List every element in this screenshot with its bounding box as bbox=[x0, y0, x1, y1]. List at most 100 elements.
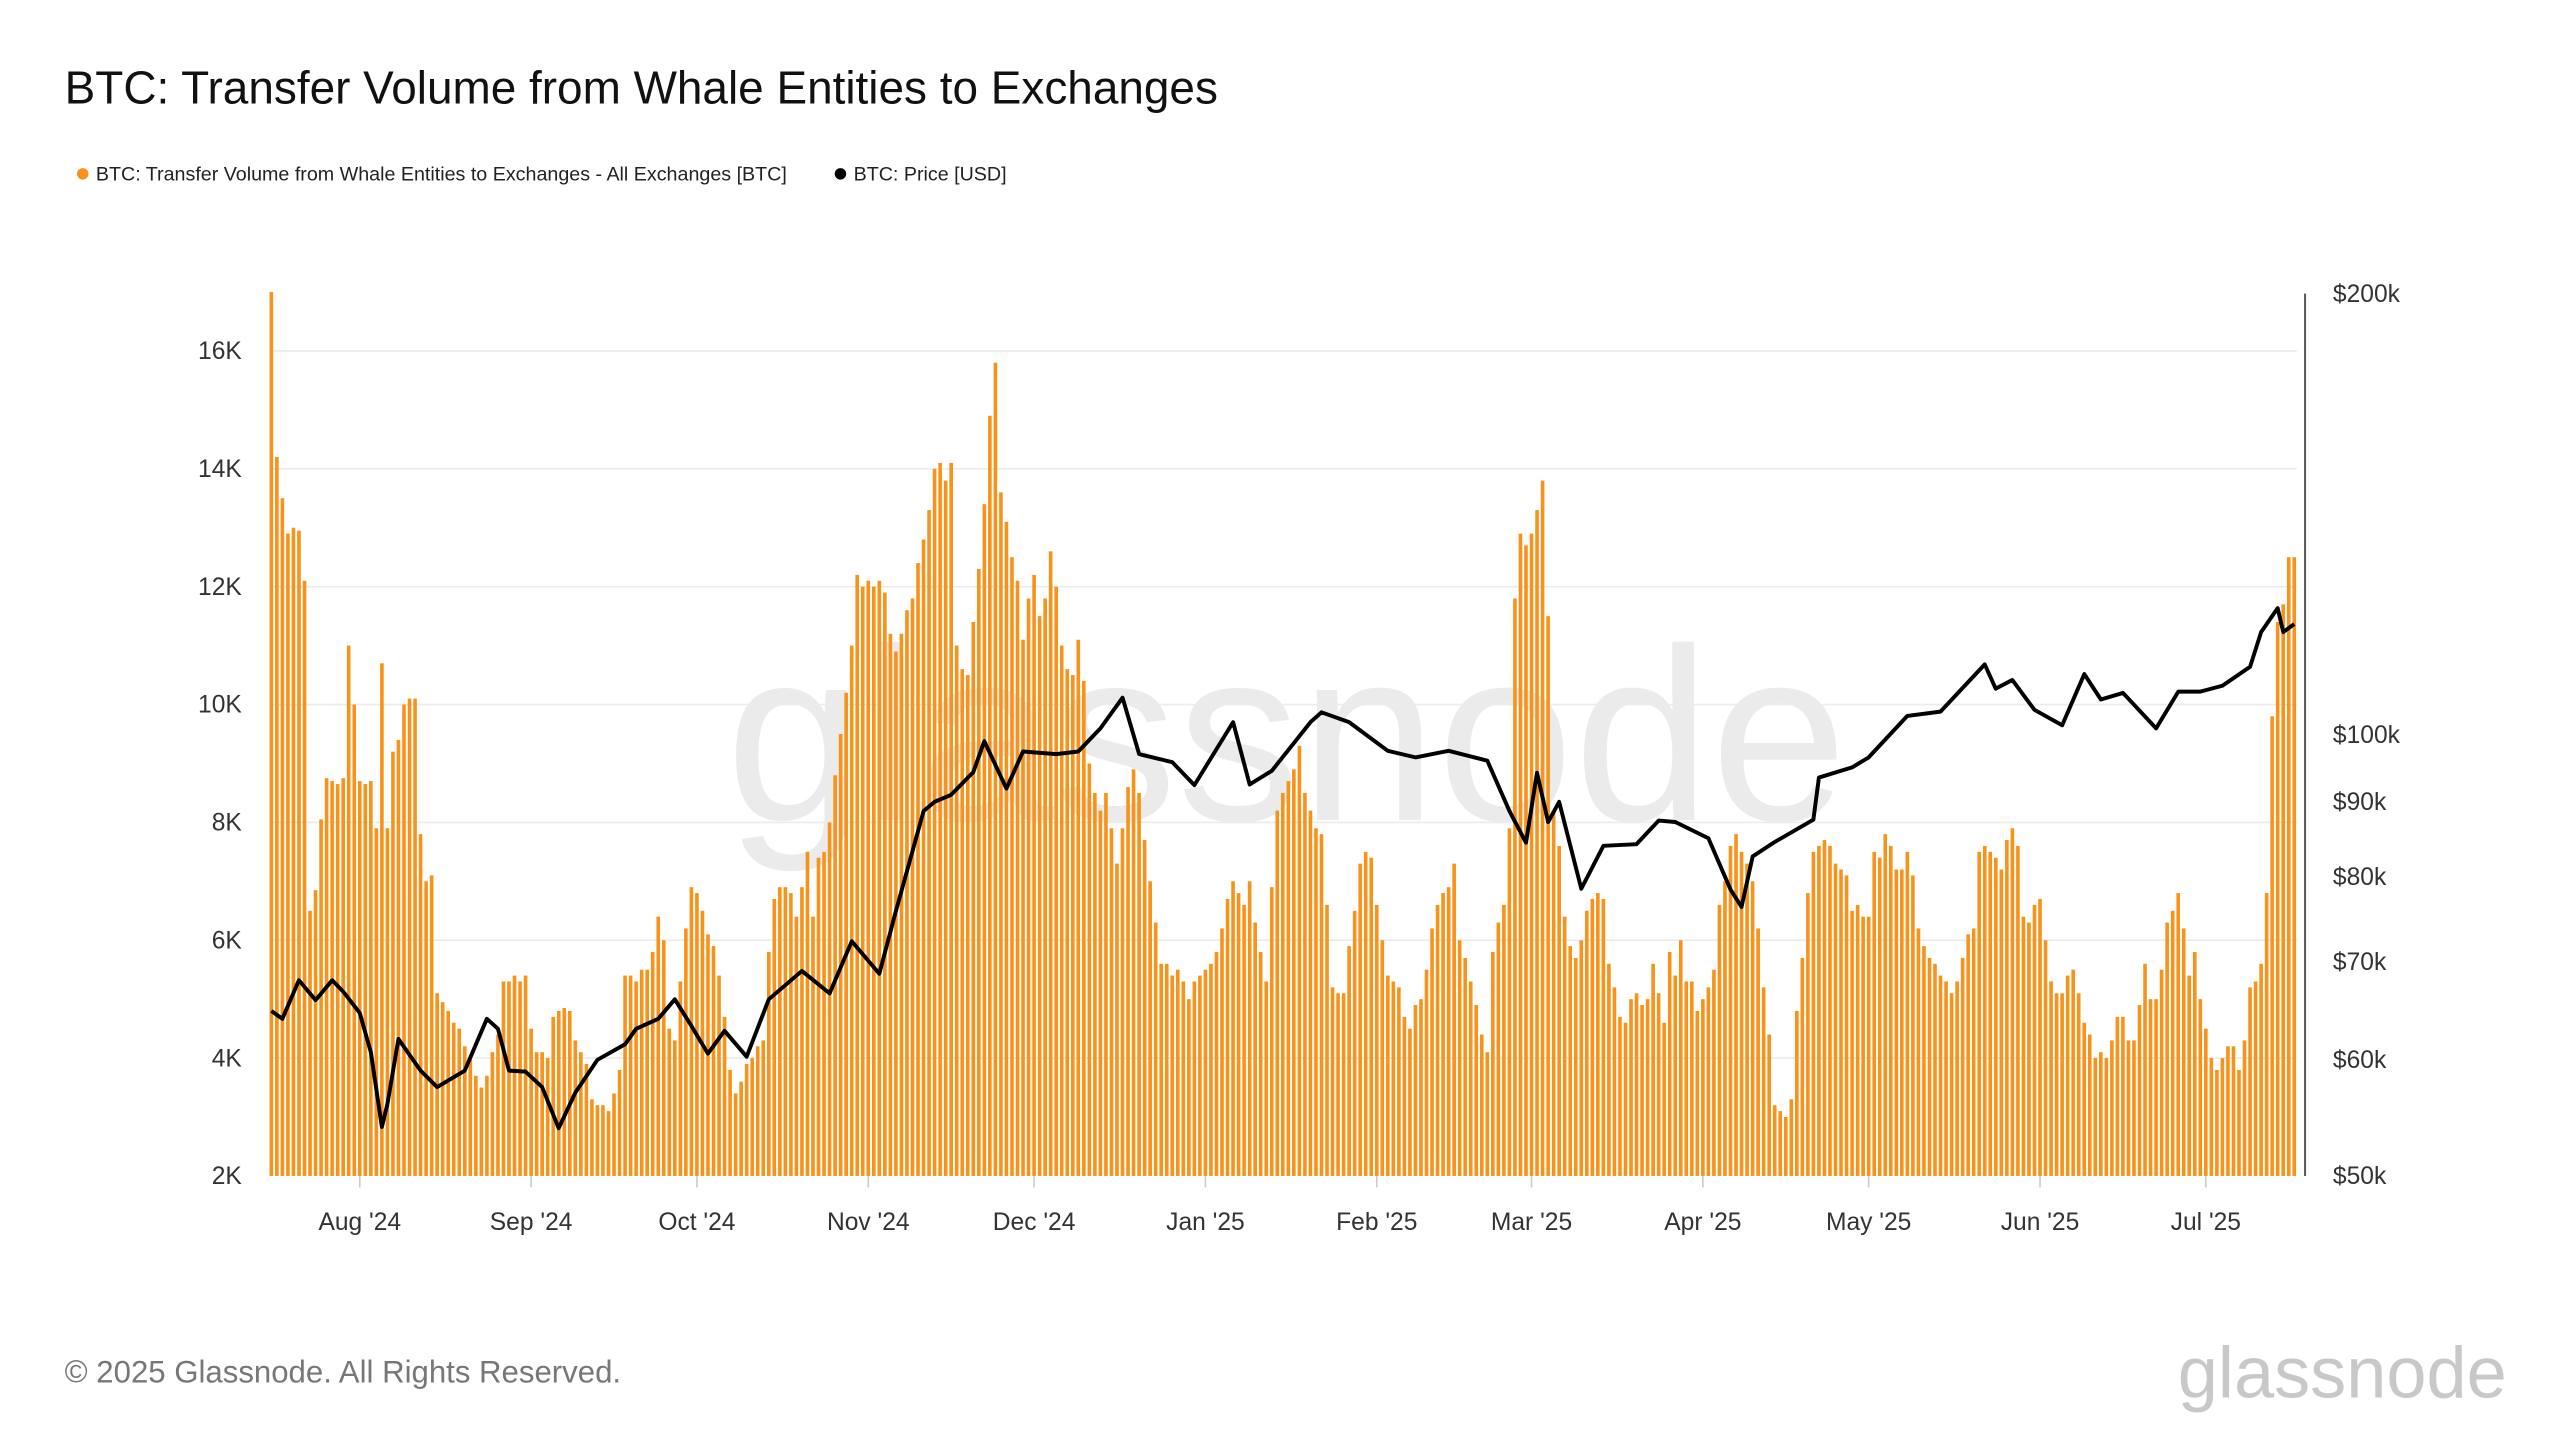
volume-bar bbox=[1247, 881, 1252, 1176]
volume-bar bbox=[2104, 1058, 2109, 1176]
volume-bar bbox=[1308, 810, 1313, 1176]
volume-bar bbox=[1430, 928, 1434, 1176]
volume-bar bbox=[2248, 987, 2252, 1176]
volume-bar bbox=[1264, 981, 1269, 1176]
volume-bar bbox=[1717, 904, 1722, 1176]
volume-bar bbox=[1960, 957, 1965, 1176]
volume-bar bbox=[2043, 940, 2048, 1176]
volume-bar bbox=[346, 645, 351, 1176]
volume-bar bbox=[1828, 845, 1832, 1176]
volume-bar bbox=[485, 1075, 489, 1176]
volume-bar bbox=[507, 981, 511, 1176]
volume-bar bbox=[1164, 963, 1169, 1176]
volume-bar bbox=[2060, 993, 2064, 1176]
volume-bar bbox=[1900, 869, 1904, 1176]
volume-bar bbox=[684, 928, 688, 1176]
volume-bar bbox=[794, 916, 799, 1176]
volume-bar bbox=[2143, 963, 2147, 1176]
volume-bar bbox=[1922, 946, 1926, 1176]
volume-bar bbox=[1905, 851, 1910, 1176]
volume-bar bbox=[1866, 916, 1871, 1176]
volume-bar bbox=[518, 981, 522, 1176]
volume-bar bbox=[1341, 993, 1346, 1176]
volume-bar bbox=[1070, 675, 1075, 1176]
volume-bar bbox=[1419, 999, 1423, 1176]
volume-bar bbox=[1319, 834, 1324, 1176]
volume-bar bbox=[1861, 916, 1865, 1176]
volume-bar bbox=[772, 898, 777, 1176]
volume-bar bbox=[639, 969, 644, 1176]
volume-bar bbox=[540, 1052, 544, 1176]
volume-bar bbox=[766, 952, 771, 1176]
volume-bar bbox=[2181, 928, 2186, 1176]
volume-bar bbox=[849, 645, 854, 1176]
volume-bar bbox=[606, 1111, 611, 1176]
volume-bar bbox=[1474, 1005, 1479, 1176]
x-tick-label: Jun '25 bbox=[2001, 1209, 2080, 1236]
volume-bar bbox=[1562, 916, 1567, 1176]
volume-bar bbox=[739, 1081, 743, 1176]
left-axis: 2K 4K 6K 8K 10K 12K 14K 16K bbox=[198, 338, 242, 1190]
volume-bar bbox=[308, 910, 312, 1176]
volume-bar bbox=[1817, 845, 1821, 1176]
volume-bar bbox=[2137, 1005, 2142, 1176]
volume-bar bbox=[1872, 851, 1877, 1176]
volume-bar bbox=[595, 1105, 600, 1176]
volume-bar bbox=[1728, 845, 1733, 1176]
legend-volume-label[interactable]: BTC: Transfer Volume from Whale Entities… bbox=[96, 163, 787, 185]
volume-bar bbox=[2192, 952, 2197, 1176]
left-tick-label: 12K bbox=[198, 574, 242, 601]
volume-bar bbox=[1701, 999, 1705, 1176]
volume-bar bbox=[1596, 893, 1600, 1176]
volume-bar bbox=[1513, 598, 1517, 1176]
volume-bar bbox=[1275, 810, 1280, 1176]
volume-bar bbox=[1032, 574, 1036, 1176]
volume-bar bbox=[1551, 810, 1556, 1176]
volume-bar bbox=[1645, 999, 1650, 1176]
volume-bar bbox=[678, 981, 683, 1176]
volume-bar bbox=[2187, 975, 2192, 1176]
volume-bar bbox=[1761, 987, 1766, 1176]
volume-bar bbox=[2204, 1028, 2208, 1176]
volume-bar bbox=[1518, 533, 1523, 1176]
volume-bar bbox=[744, 1063, 749, 1176]
volume-bar bbox=[1297, 745, 1302, 1176]
x-tick-label: Feb '25 bbox=[1336, 1209, 1417, 1236]
volume-bar bbox=[1640, 1005, 1644, 1176]
volume-bar bbox=[1463, 957, 1468, 1176]
volume-bar bbox=[949, 462, 953, 1176]
volume-bar bbox=[1198, 975, 1202, 1176]
volume-bar bbox=[2005, 840, 2009, 1176]
volume-bar bbox=[1877, 857, 1882, 1176]
x-tick-label: Jan '25 bbox=[1166, 1209, 1245, 1236]
volume-bar bbox=[1795, 1010, 1799, 1176]
volume-bar bbox=[1292, 769, 1296, 1176]
volume-bar bbox=[1137, 792, 1141, 1176]
volume-bar bbox=[722, 1016, 727, 1176]
volume-bar bbox=[380, 663, 384, 1176]
volume-bar bbox=[1745, 863, 1749, 1176]
volume-bar bbox=[1209, 963, 1213, 1176]
volume-bar bbox=[1662, 1022, 1666, 1176]
volume-bar bbox=[2292, 557, 2297, 1176]
volume-bar bbox=[789, 893, 793, 1176]
volume-bar bbox=[1712, 969, 1716, 1176]
volume-bar bbox=[2231, 1046, 2236, 1176]
left-tick-label: 10K bbox=[198, 692, 242, 719]
volume-bar bbox=[667, 1028, 672, 1176]
volume-bar bbox=[645, 969, 649, 1176]
volume-bar bbox=[1916, 928, 1921, 1176]
legend-price-label[interactable]: BTC: Price [USD] bbox=[854, 163, 1007, 185]
left-tick-label: 2K bbox=[212, 1163, 243, 1190]
volume-bar bbox=[1303, 792, 1307, 1176]
volume-bar bbox=[2215, 1069, 2219, 1176]
volume-bar bbox=[1457, 940, 1462, 1176]
volume-bar bbox=[733, 1093, 738, 1176]
volume-bar bbox=[960, 669, 965, 1176]
left-tick-label: 4K bbox=[212, 1045, 243, 1072]
volume-bar bbox=[1651, 963, 1655, 1176]
volume-bar bbox=[2010, 828, 2015, 1176]
volume-bar bbox=[1391, 981, 1396, 1176]
volume-bar bbox=[623, 975, 627, 1176]
volume-bar bbox=[1756, 928, 1760, 1176]
